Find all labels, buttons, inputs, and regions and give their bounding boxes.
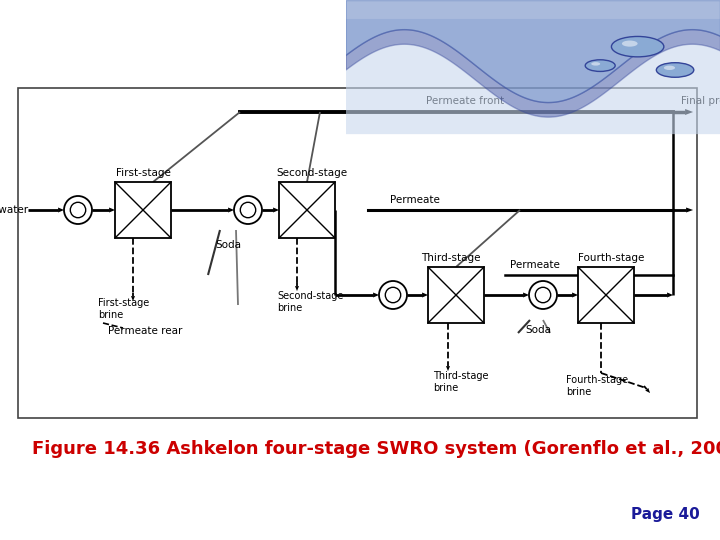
Circle shape (240, 202, 256, 218)
Text: Soda: Soda (525, 325, 551, 335)
Text: Fourth-stage: Fourth-stage (578, 253, 644, 263)
Text: First-stage: First-stage (116, 168, 171, 178)
Circle shape (234, 196, 262, 224)
Text: Seawater: Seawater (0, 205, 28, 215)
Text: Second-stage: Second-stage (276, 168, 348, 178)
Bar (578, 267, 634, 323)
FancyArrow shape (686, 207, 693, 213)
Text: Final product: Final product (681, 96, 720, 106)
Text: Third-stage
brine: Third-stage brine (433, 371, 488, 393)
Text: Third-stage: Third-stage (421, 253, 481, 263)
FancyArrow shape (422, 293, 428, 298)
Text: Page 40: Page 40 (631, 507, 700, 522)
Circle shape (385, 287, 401, 303)
Circle shape (611, 36, 664, 57)
FancyArrow shape (685, 109, 693, 115)
Text: Fourth-stage
brine: Fourth-stage brine (566, 375, 628, 396)
FancyBboxPatch shape (338, 19, 720, 134)
FancyArrow shape (645, 388, 650, 393)
FancyArrow shape (109, 207, 115, 213)
Circle shape (657, 63, 694, 77)
Text: First-stage
brine: First-stage brine (98, 298, 149, 320)
Circle shape (591, 62, 600, 66)
Text: Soda: Soda (215, 240, 241, 250)
FancyArrow shape (58, 207, 64, 213)
FancyArrow shape (228, 207, 234, 213)
FancyArrow shape (273, 207, 279, 213)
Bar (18, 88, 697, 418)
FancyArrow shape (667, 293, 673, 298)
FancyArrow shape (572, 293, 578, 298)
Circle shape (529, 281, 557, 309)
FancyArrow shape (295, 286, 299, 291)
Text: Permeate rear: Permeate rear (108, 326, 182, 336)
Bar (428, 267, 484, 323)
Text: Figure 14.36 Ashkelon four-stage SWRO system (Gorenflo et al., 2007).: Figure 14.36 Ashkelon four-stage SWRO sy… (32, 440, 720, 458)
Text: Permeate front: Permeate front (426, 96, 504, 106)
Bar (115, 182, 171, 238)
Circle shape (379, 281, 407, 309)
Circle shape (622, 40, 638, 46)
FancyArrow shape (373, 293, 379, 298)
Circle shape (585, 60, 615, 71)
Circle shape (64, 196, 92, 224)
FancyArrow shape (131, 296, 135, 301)
Circle shape (664, 65, 675, 70)
Circle shape (71, 202, 86, 218)
FancyArrow shape (523, 293, 529, 298)
Text: Second-stage
brine: Second-stage brine (277, 291, 343, 313)
Bar (279, 182, 335, 238)
Text: Permeate: Permeate (510, 260, 560, 270)
Circle shape (535, 287, 551, 303)
Text: Permeate: Permeate (390, 195, 440, 205)
FancyArrow shape (446, 366, 450, 371)
